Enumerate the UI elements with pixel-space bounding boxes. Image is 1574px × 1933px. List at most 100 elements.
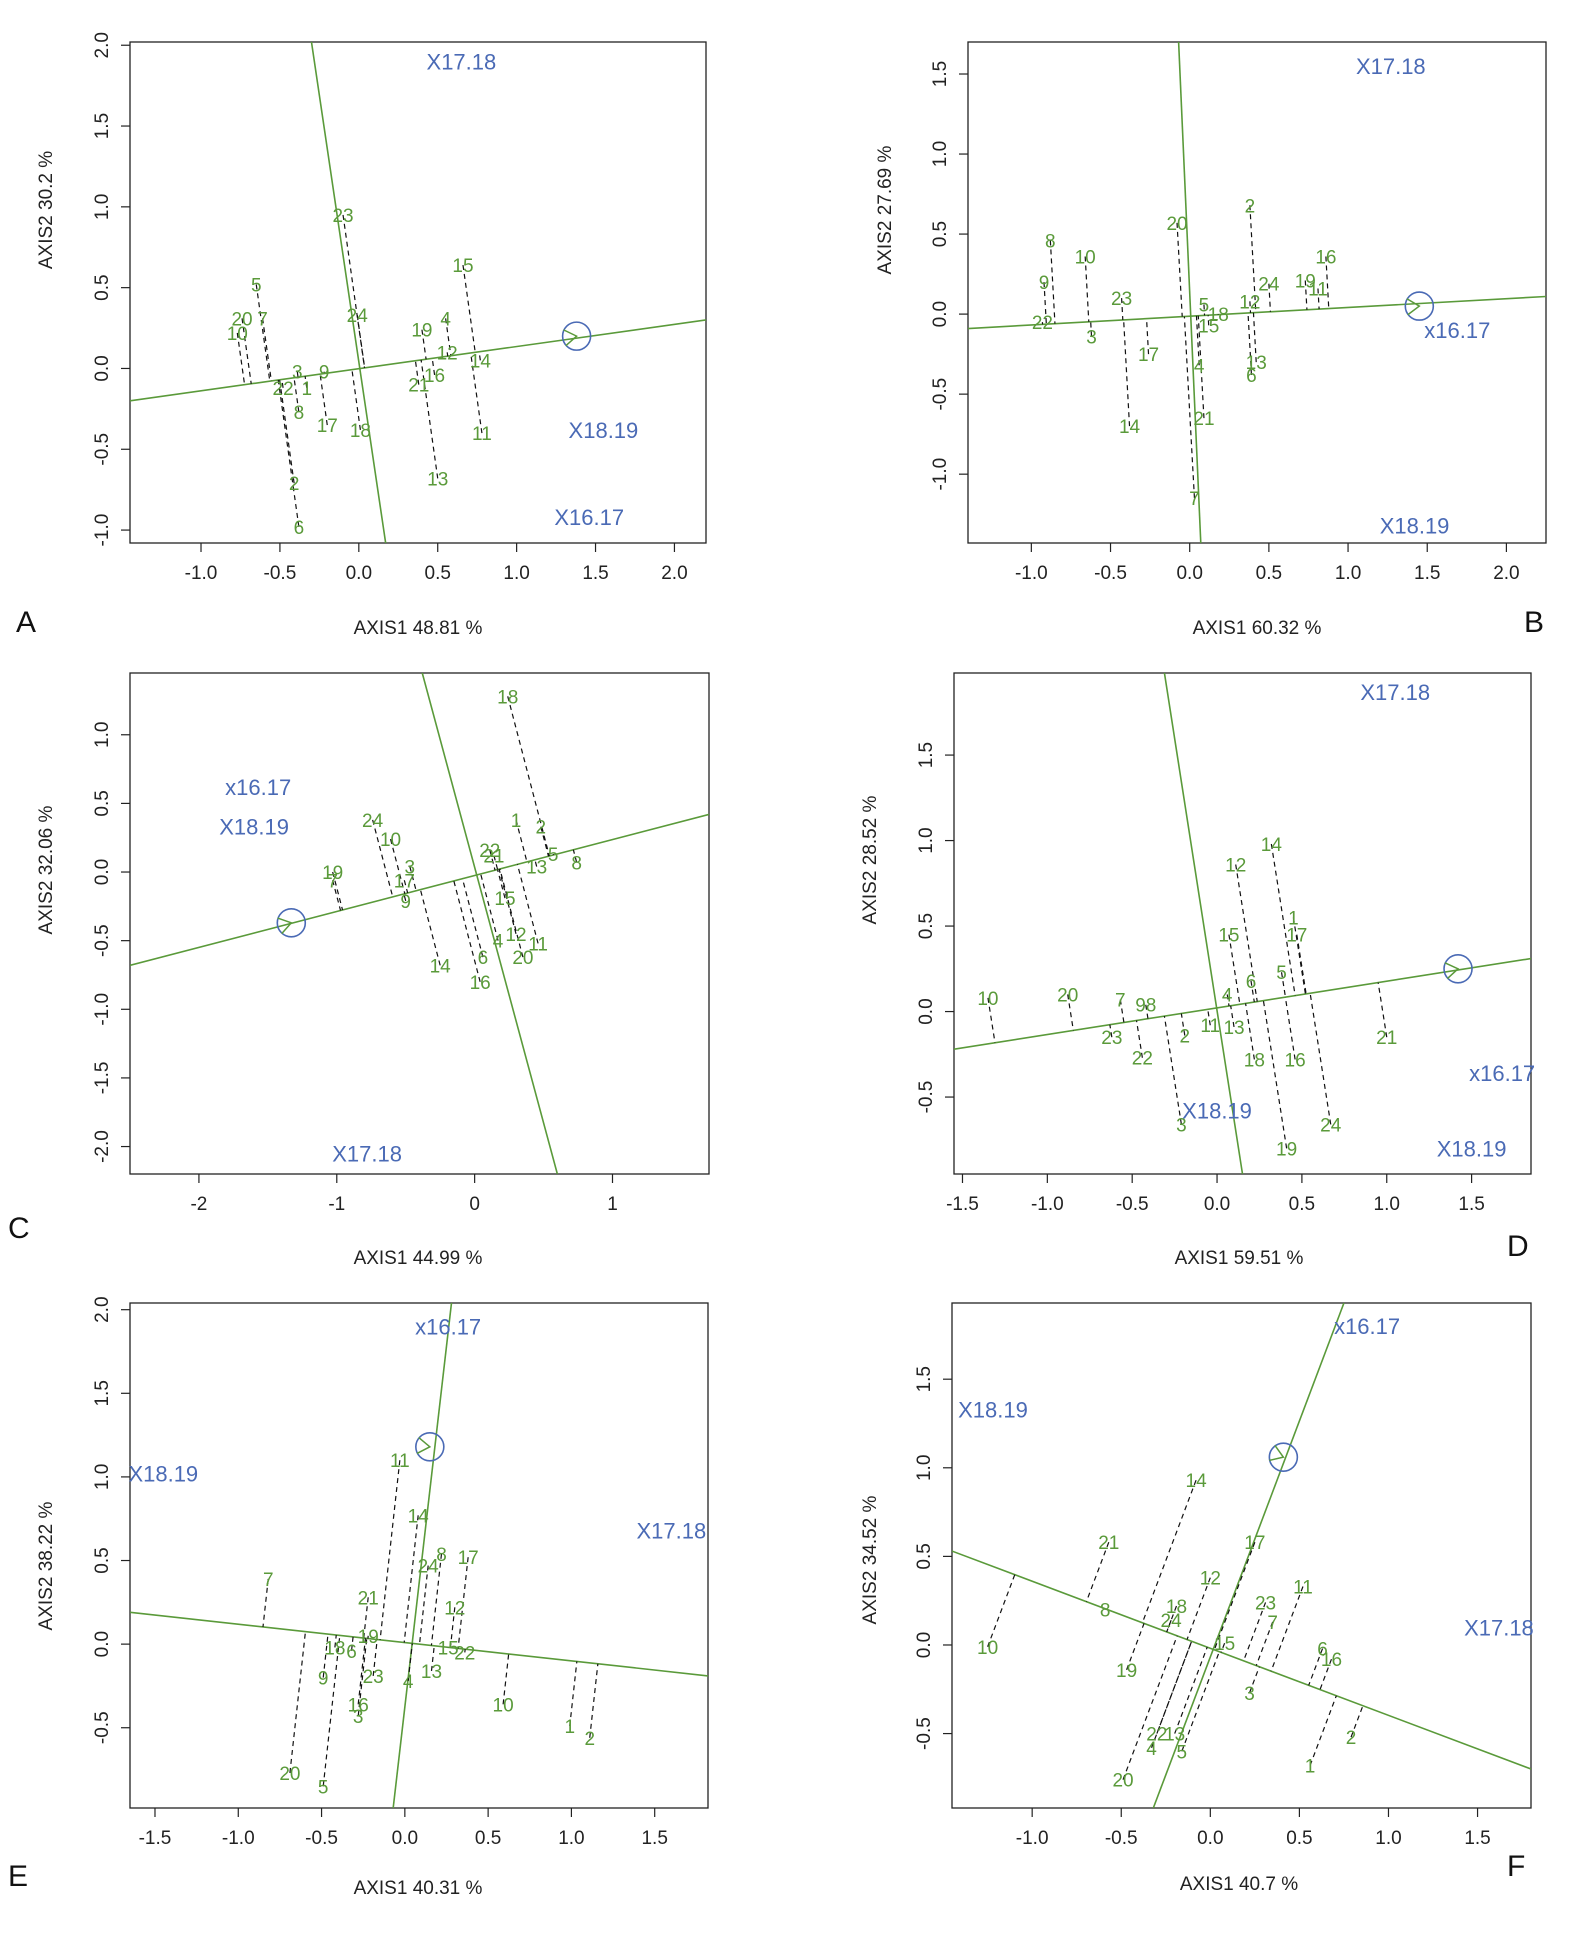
genotype-label: 5 <box>251 275 262 296</box>
projection-line <box>534 859 538 867</box>
projection-line <box>1262 1000 1288 1149</box>
y-tick-label: 0.0 <box>92 859 113 885</box>
genotype-label: 1 <box>1288 909 1299 930</box>
projection-line <box>449 1607 456 1648</box>
projection-line <box>350 1636 354 1651</box>
projection-line <box>431 358 436 376</box>
genotype-label: 1 <box>1305 1756 1316 1777</box>
x-tick-label: 0.0 <box>346 563 372 584</box>
genotype-label: 8 <box>1100 1601 1111 1622</box>
projection-line <box>1308 1648 1324 1686</box>
x-tick-label: -1.5 <box>139 1828 172 1849</box>
genotype-label: 22 <box>273 379 294 400</box>
genotype-label: 15 <box>452 256 473 277</box>
y-tick-label: -1.5 <box>92 1062 113 1095</box>
genotype-label: 18 <box>1208 305 1229 326</box>
projection-line <box>1135 1020 1143 1058</box>
genotype-label: 15 <box>1198 316 1219 337</box>
genotype-label: 98 <box>1135 996 1156 1017</box>
environment-label: x16.17 <box>1469 1061 1535 1086</box>
genotype-label: 16 <box>1285 1050 1306 1071</box>
x-tick-label: 1.0 <box>503 563 529 584</box>
genotype-label: 5 <box>548 845 559 866</box>
genotype-label: 2 <box>1245 196 1256 217</box>
genotype-label: 20 <box>512 948 533 969</box>
y-tick-label: 2.0 <box>92 1296 113 1322</box>
perp-axis-line <box>421 673 559 1174</box>
x-tick-label: -0.5 <box>305 1828 338 1849</box>
genotype-label: 11 <box>1293 1578 1313 1599</box>
projection-line <box>1213 1541 1256 1651</box>
genotype-label: 14 <box>470 351 492 372</box>
genotype-label: 17 <box>1138 345 1159 366</box>
genotype-label: 23 <box>1255 1593 1276 1614</box>
genotype-label: 4 <box>1222 985 1233 1006</box>
projection-line <box>1309 1695 1337 1766</box>
projection-line <box>457 1557 469 1649</box>
genotype-label: 4 <box>493 932 504 953</box>
projection-line <box>372 1639 378 1676</box>
projection-line <box>418 1565 429 1645</box>
y-tick-label: -0.5 <box>914 1717 935 1750</box>
x-tick-label: 1.0 <box>1335 563 1361 584</box>
y-tick-label: 1.0 <box>914 1455 935 1481</box>
genotype-label: 18 <box>1166 1597 1187 1618</box>
projection-line <box>403 893 407 902</box>
projection-line <box>1350 1705 1364 1738</box>
genotype-label: 18 <box>350 421 371 442</box>
genotype-label: 24 <box>1161 1611 1183 1632</box>
projection-line <box>403 880 409 894</box>
avg-environment-circle <box>1404 291 1435 321</box>
projection-line <box>1141 1479 1197 1623</box>
projection-line <box>470 352 483 434</box>
projection-line <box>414 360 420 385</box>
projection-line <box>1166 1619 1172 1633</box>
environment-label: x16.17 <box>415 1314 481 1339</box>
genotype-label: 3 <box>292 363 303 384</box>
genotype-label: 21 <box>1376 1028 1397 1049</box>
projection-line <box>462 264 476 353</box>
projection-line <box>1248 1666 1260 1694</box>
panel-letter: D <box>1507 1230 1529 1263</box>
genotype-label: 9 <box>1039 273 1050 294</box>
y-tick-label: 1.0 <box>92 194 113 220</box>
environment-label: X17.18 <box>1464 1615 1534 1640</box>
environment-label: x16.17 <box>225 775 291 800</box>
projection-line <box>1181 1651 1220 1752</box>
genotype-label: 11 <box>528 934 548 955</box>
projection-line <box>1186 1577 1211 1640</box>
genotype-label: 6 <box>1246 366 1257 387</box>
x-tick-label: 1.0 <box>1374 1194 1400 1215</box>
genotype-label: 7 <box>327 871 338 892</box>
genotype-label: 15 <box>438 1638 459 1659</box>
x-tick-label: -1.0 <box>1016 1828 1049 1849</box>
genotype-label: 4 <box>440 309 451 330</box>
projection-line <box>1085 1541 1110 1602</box>
genotype-label: 12 <box>444 1598 465 1619</box>
projection-line <box>478 351 481 361</box>
projection-line <box>1226 994 1230 1007</box>
projection-line <box>322 1634 329 1678</box>
projection-line <box>372 819 394 898</box>
y-tick-label: 1.0 <box>92 1464 113 1490</box>
genotype-label: 13 <box>1164 1725 1185 1746</box>
environment-label: X16.17 <box>554 505 624 530</box>
environment-label: X18.19 <box>219 815 289 840</box>
genotype-label: 19 <box>358 1627 379 1648</box>
avg-environment-circle <box>276 908 307 938</box>
genotype-label: 22 <box>1032 313 1053 334</box>
genotype-label: 4 <box>1146 1739 1157 1760</box>
genotype-label: 17 <box>317 416 338 437</box>
projection-line <box>1280 972 1287 998</box>
x-tick-label: 0.5 <box>1289 1194 1315 1215</box>
genotype-label: 7 <box>1115 991 1126 1012</box>
avg-environment-arrow <box>277 917 293 935</box>
genotype-label: 16 <box>348 1695 369 1716</box>
x-tick-label: -1.0 <box>185 563 218 584</box>
panel-letter: E <box>8 1860 28 1893</box>
panel-letter: C <box>8 1212 30 1245</box>
genotype-label: 24 <box>418 1557 440 1578</box>
projection-line <box>409 866 417 891</box>
genotype-label: 16 <box>1315 247 1336 268</box>
genotype-label: 9 <box>319 363 330 384</box>
